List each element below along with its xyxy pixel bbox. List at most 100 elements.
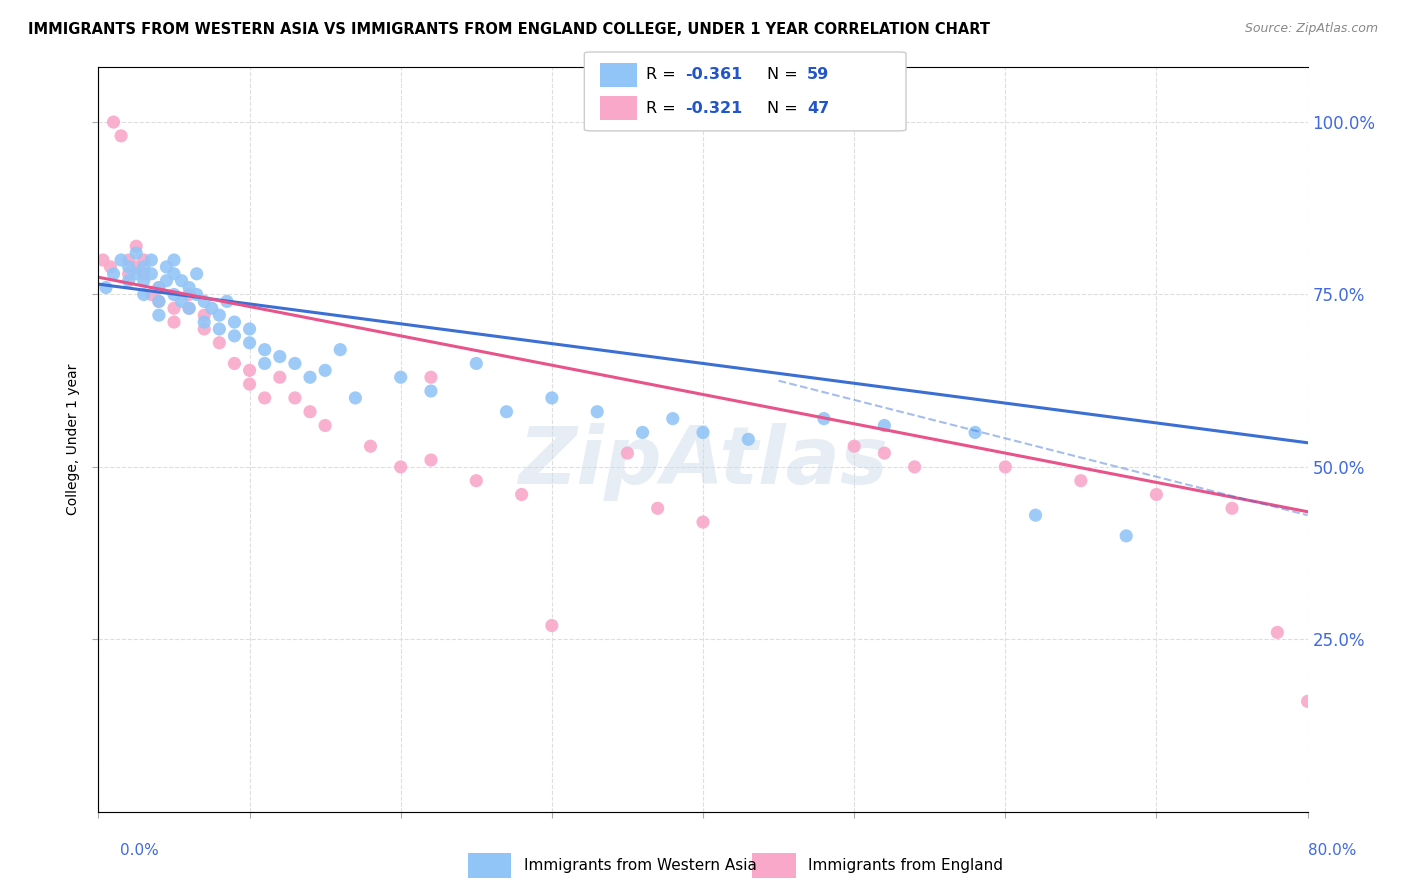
Point [360, 439, 382, 453]
Point [329, 343, 352, 357]
Point [269, 370, 291, 384]
Point [163, 252, 186, 267]
Point [1070, 474, 1092, 488]
Text: -0.361: -0.361 [685, 67, 742, 82]
Point [692, 425, 714, 440]
Point [118, 274, 141, 288]
Point [163, 287, 186, 301]
Point [420, 453, 443, 467]
Point [239, 363, 262, 377]
Point [239, 377, 262, 392]
FancyBboxPatch shape [585, 52, 905, 131]
Text: -0.321: -0.321 [685, 101, 742, 116]
Point [179, 301, 201, 316]
Point [193, 294, 215, 309]
Point [1220, 501, 1243, 516]
Point [994, 459, 1017, 474]
Point [110, 128, 132, 143]
Point [1115, 529, 1137, 543]
Point [132, 274, 155, 288]
Point [118, 252, 141, 267]
Point [284, 356, 307, 370]
Point [215, 294, 238, 309]
Y-axis label: College, Under 1 year: College, Under 1 year [66, 364, 80, 515]
Point [224, 356, 246, 370]
Point [224, 315, 246, 329]
Point [1296, 694, 1319, 708]
Point [873, 446, 896, 460]
Text: Immigrants from Western Asia: Immigrants from Western Asia [523, 858, 756, 872]
Point [616, 446, 638, 460]
Point [148, 308, 170, 322]
Point [224, 329, 246, 343]
Point [132, 252, 155, 267]
Point [813, 411, 835, 425]
Point [141, 252, 163, 267]
Point [465, 356, 488, 370]
Point [314, 363, 336, 377]
Point [193, 308, 215, 322]
Text: N =: N = [766, 67, 803, 82]
Point [314, 418, 336, 433]
Point [179, 280, 201, 294]
Point [420, 370, 443, 384]
Point [125, 267, 148, 281]
Point [904, 459, 927, 474]
Point [510, 487, 533, 501]
Point [163, 315, 186, 329]
Point [389, 459, 412, 474]
Point [495, 405, 517, 419]
Point [239, 335, 262, 350]
Point [420, 384, 443, 398]
Point [141, 267, 163, 281]
Point [1144, 487, 1167, 501]
Point [647, 501, 669, 516]
Point [1267, 625, 1289, 640]
Point [155, 274, 177, 288]
Text: Source: ZipAtlas.com: Source: ZipAtlas.com [1244, 22, 1378, 36]
Point [465, 474, 488, 488]
Point [125, 260, 148, 274]
Point [253, 356, 276, 370]
Point [540, 391, 562, 405]
Point [148, 294, 170, 309]
Point [179, 301, 201, 316]
Point [163, 267, 186, 281]
Bar [468, 854, 512, 878]
Text: R =: R = [647, 101, 681, 116]
Point [239, 322, 262, 336]
Point [586, 405, 609, 419]
Point [155, 260, 177, 274]
Point [118, 267, 141, 281]
Point [631, 425, 654, 440]
Point [1024, 508, 1046, 523]
Point [148, 294, 170, 309]
Point [299, 405, 322, 419]
Text: N =: N = [766, 101, 803, 116]
Point [179, 287, 201, 301]
Point [540, 618, 562, 632]
Point [253, 343, 276, 357]
Point [186, 287, 208, 301]
Point [965, 425, 987, 440]
Point [148, 280, 170, 294]
Point [208, 308, 231, 322]
Point [201, 301, 224, 316]
Point [141, 287, 163, 301]
Point [253, 391, 276, 405]
Point [389, 370, 412, 384]
Point [132, 287, 155, 301]
Point [163, 301, 186, 316]
Point [110, 252, 132, 267]
Point [170, 274, 193, 288]
Bar [600, 62, 637, 87]
Point [269, 350, 291, 364]
Point [284, 391, 307, 405]
Point [148, 280, 170, 294]
Point [844, 439, 866, 453]
Point [208, 322, 231, 336]
Text: ZipAtlas: ZipAtlas [517, 423, 889, 500]
Text: 47: 47 [807, 101, 830, 116]
Point [100, 260, 122, 274]
Point [103, 115, 125, 129]
